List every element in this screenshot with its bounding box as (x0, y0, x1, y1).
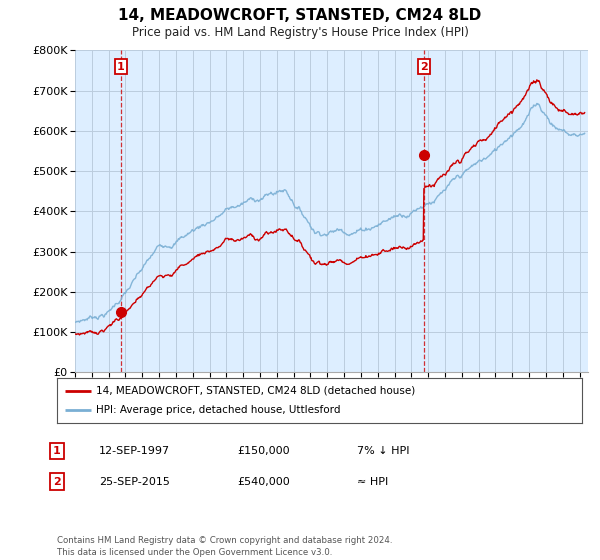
Text: Contains HM Land Registry data © Crown copyright and database right 2024.
This d: Contains HM Land Registry data © Crown c… (57, 536, 392, 557)
Text: £540,000: £540,000 (237, 477, 290, 487)
Text: Price paid vs. HM Land Registry's House Price Index (HPI): Price paid vs. HM Land Registry's House … (131, 26, 469, 39)
Text: HPI: Average price, detached house, Uttlesford: HPI: Average price, detached house, Uttl… (97, 405, 341, 416)
Text: 25-SEP-2015: 25-SEP-2015 (99, 477, 170, 487)
Text: 2: 2 (420, 62, 428, 72)
Text: 1: 1 (117, 62, 125, 72)
Text: 14, MEADOWCROFT, STANSTED, CM24 8LD: 14, MEADOWCROFT, STANSTED, CM24 8LD (118, 8, 482, 24)
Text: 12-SEP-1997: 12-SEP-1997 (99, 446, 170, 456)
Text: ≈ HPI: ≈ HPI (357, 477, 388, 487)
Text: 1: 1 (53, 446, 61, 456)
Text: £150,000: £150,000 (237, 446, 290, 456)
Text: 2: 2 (53, 477, 61, 487)
Text: 7% ↓ HPI: 7% ↓ HPI (357, 446, 409, 456)
Text: 14, MEADOWCROFT, STANSTED, CM24 8LD (detached house): 14, MEADOWCROFT, STANSTED, CM24 8LD (det… (97, 385, 416, 395)
